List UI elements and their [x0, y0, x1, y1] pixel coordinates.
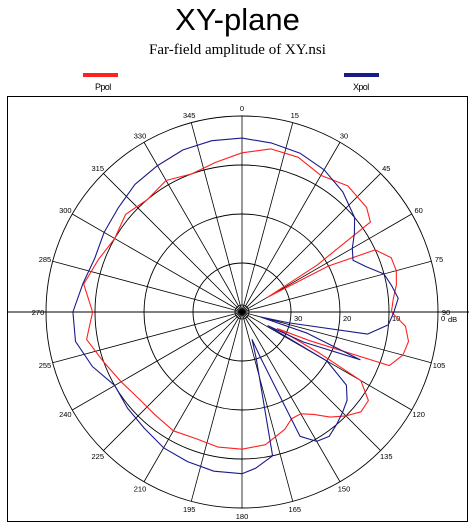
angle-tick-label: 270: [32, 308, 45, 317]
angle-tick-label: 150: [338, 485, 351, 494]
radial-tick-label: 30: [294, 314, 302, 323]
angle-tick-label: 330: [134, 131, 147, 140]
angle-tick-label: 315: [91, 164, 104, 173]
grid-spoke: [241, 311, 432, 364]
grid-spoke: [103, 173, 243, 313]
angle-tick-label: 345: [183, 111, 196, 120]
angle-tick-label: 135: [380, 452, 393, 461]
angle-tick-label: 30: [340, 131, 348, 140]
radial-tick-label: 20: [343, 314, 351, 323]
radial-tick-label: 0: [441, 314, 445, 323]
angle-tick-label: 240: [59, 410, 72, 419]
grid-spoke: [52, 260, 243, 313]
angle-tick-label: 165: [289, 505, 302, 514]
series-line-xpol: [72, 137, 399, 475]
grid-spoke: [190, 122, 243, 313]
grid-spoke: [72, 213, 243, 313]
angle-tick-label: 15: [291, 111, 299, 120]
grid-spoke: [241, 142, 341, 313]
angle-tick-label: 195: [183, 505, 196, 514]
angle-tick-label: 45: [382, 164, 390, 173]
grid-spoke: [143, 142, 243, 313]
grid-spoke: [241, 311, 341, 482]
series-line-ppol: [83, 148, 410, 450]
angle-tick-label: 75: [435, 255, 443, 264]
chart-title: XY-plane: [175, 2, 300, 37]
radial-tick-label: 10: [392, 314, 400, 323]
polar-chart: 0 15 30 45 60 75 90 105 120 135 150 165 180 195 210 225…: [8, 104, 469, 521]
grid-spoke: [241, 260, 432, 313]
angle-tick-label: 300: [59, 206, 72, 215]
grid-spoke: [143, 311, 243, 482]
radial-unit-label: dB: [448, 315, 457, 324]
angle-tick-label: 0: [240, 104, 244, 113]
angle-tick-label: 60: [414, 206, 422, 215]
grid-spoke: [103, 311, 243, 451]
angle-tick-label: 210: [134, 485, 147, 494]
grid-spoke: [241, 122, 294, 313]
legend-label-ppol: Ppol: [95, 82, 111, 92]
chart-subtitle: Far-field amplitude of XY.nsi: [149, 42, 326, 58]
angle-tick-label: 90: [442, 308, 450, 317]
angle-tick-label: 285: [39, 255, 52, 264]
angle-tick-label: 105: [433, 361, 446, 370]
grid-spoke: [52, 311, 243, 364]
angle-tick-label: 255: [39, 361, 52, 370]
angle-tick-label: 180: [236, 512, 249, 521]
plot-frame: 0 15 30 45 60 75 90 105 120 135 150 165 180 195 210 225…: [7, 96, 469, 522]
grid-spoke: [190, 311, 243, 502]
grid-spoke: [241, 311, 381, 451]
legend-swatch-xpol: [344, 73, 379, 77]
grid-spoke: [72, 311, 243, 411]
angle-tick-label: 120: [412, 410, 425, 419]
legend-label-xpol: Xpol: [353, 82, 369, 92]
grid-spoke: [241, 311, 294, 502]
grid-spoke: [241, 173, 381, 313]
legend-swatch-ppol: [83, 73, 118, 77]
angle-tick-label: 225: [91, 452, 104, 461]
